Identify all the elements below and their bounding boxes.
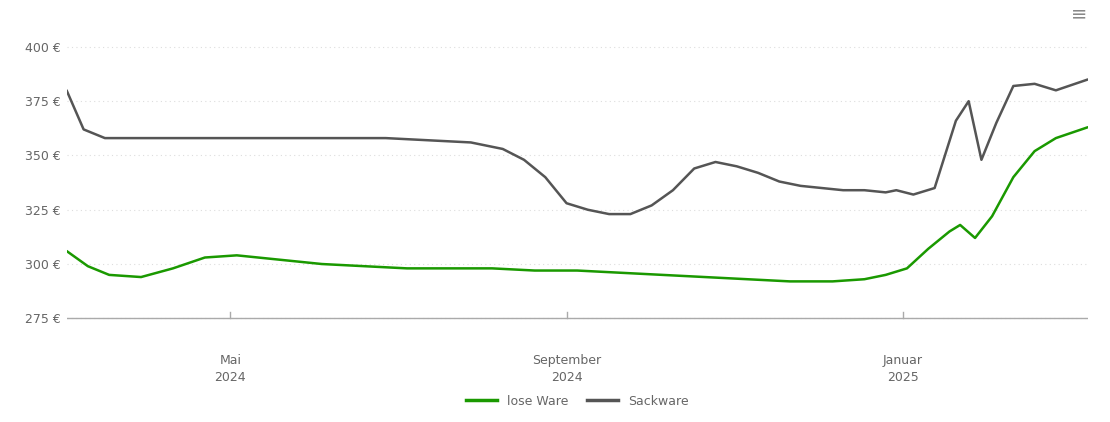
Text: 2025: 2025 xyxy=(887,371,919,384)
Text: Mai: Mai xyxy=(220,354,241,367)
Text: ≡: ≡ xyxy=(1071,5,1088,24)
Text: Januar: Januar xyxy=(882,354,922,367)
Text: 2024: 2024 xyxy=(214,371,246,384)
Legend: lose Ware, Sackware: lose Ware, Sackware xyxy=(461,390,694,413)
Text: 2024: 2024 xyxy=(551,371,583,384)
Text: September: September xyxy=(532,354,602,367)
